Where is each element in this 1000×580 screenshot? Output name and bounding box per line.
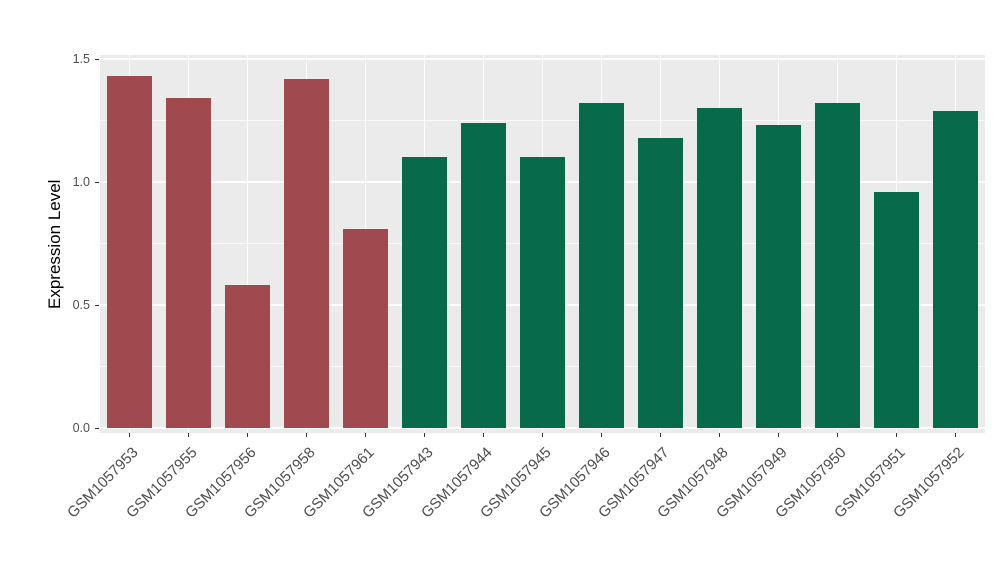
x-tick-mark: [542, 433, 543, 437]
y-tick-mark: [95, 428, 99, 429]
x-tick-mark: [306, 433, 307, 437]
x-tick-mark: [483, 433, 484, 437]
bar-GSM1057944: [461, 122, 506, 428]
x-tick-mark: [719, 433, 720, 437]
y-tick-label: 0.5: [72, 298, 90, 312]
bar-GSM1057946: [579, 103, 624, 428]
x-axis-tick-marks: [100, 433, 985, 437]
y-axis-tick-marks: [95, 55, 100, 433]
y-tick-mark: [95, 305, 99, 306]
bar-GSM1057953: [107, 76, 152, 428]
x-tick-mark: [837, 433, 838, 437]
x-tick-mark: [778, 433, 779, 437]
bar-GSM1057949: [756, 125, 801, 428]
y-tick-mark: [95, 182, 99, 183]
gridline-minor: [100, 120, 985, 121]
x-tick-mark: [188, 433, 189, 437]
y-axis-tick-labels: 0.0 0.5 1.0 1.5: [0, 52, 90, 435]
bar-GSM1057952: [933, 110, 978, 428]
bar-GSM1057948: [697, 108, 742, 428]
bar-GSM1057955: [166, 98, 211, 428]
plot-panel: [100, 55, 985, 433]
x-tick-mark: [424, 433, 425, 437]
bar-GSM1057945: [520, 157, 565, 428]
x-tick-mark: [955, 433, 956, 437]
x-tick-mark: [247, 433, 248, 437]
x-tick-mark: [365, 433, 366, 437]
y-tick-label: 1.0: [72, 175, 90, 189]
x-tick-mark: [660, 433, 661, 437]
bar-GSM1057950: [815, 103, 860, 428]
x-tick-mark: [896, 433, 897, 437]
y-tick-label: 1.5: [72, 52, 90, 66]
x-tick-mark: [601, 433, 602, 437]
gridline-major: [100, 427, 985, 429]
bar-GSM1057961: [343, 228, 388, 428]
bar-GSM1057943: [402, 157, 447, 428]
x-tick-mark: [129, 433, 130, 437]
bar-GSM1057956: [225, 285, 270, 428]
gridline-major: [100, 58, 985, 60]
y-tick-label: 0.0: [72, 421, 90, 435]
y-tick-mark: [95, 59, 99, 60]
bar-GSM1057951: [874, 191, 919, 428]
x-axis-tick-labels: GSM1057953 GSM1057955 GSM1057956 GSM1057958…: [64, 437, 985, 557]
bar-GSM1057958: [284, 78, 329, 428]
gridline-vertical: [246, 55, 249, 433]
bar-GSM1057947: [638, 137, 683, 428]
